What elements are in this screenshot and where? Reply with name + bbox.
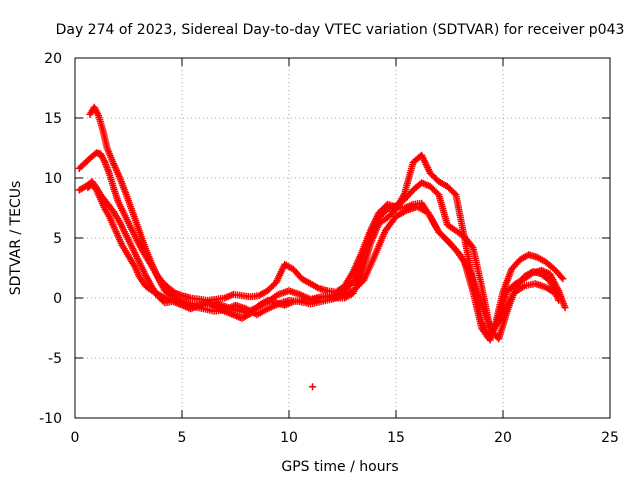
series-track-d bbox=[84, 180, 560, 336]
data-point bbox=[309, 383, 317, 391]
series-outlier bbox=[309, 383, 317, 391]
y-axis-label: SDTVAR / TECUs bbox=[8, 181, 24, 296]
data-points bbox=[75, 103, 569, 391]
y-tick-label: 20 bbox=[44, 51, 62, 67]
x-tick-label: 15 bbox=[387, 430, 405, 446]
data-point bbox=[555, 296, 563, 304]
x-tick-label: 25 bbox=[601, 430, 619, 446]
x-tick-label: 5 bbox=[178, 430, 187, 446]
x-tick-label: 10 bbox=[280, 430, 298, 446]
data-point bbox=[468, 242, 476, 250]
data-point bbox=[553, 290, 560, 298]
grid-lines bbox=[75, 58, 610, 418]
x-axis-ticks: 0 5 10 15 20 25 bbox=[71, 58, 619, 446]
x-tick-label: 0 bbox=[71, 430, 80, 446]
data-point bbox=[561, 304, 569, 312]
y-tick-label: 0 bbox=[53, 291, 62, 307]
y-tick-label: 15 bbox=[44, 111, 62, 127]
x-tick-label: 20 bbox=[494, 430, 512, 446]
y-axis-ticks: -10 -5 0 5 10 15 20 bbox=[39, 51, 610, 427]
series-track-c bbox=[86, 103, 563, 343]
y-tick-label: -10 bbox=[39, 411, 62, 427]
data-point bbox=[559, 275, 567, 283]
x-axis-label: GPS time / hours bbox=[281, 459, 398, 475]
y-tick-label: 5 bbox=[53, 231, 62, 247]
y-tick-label: -5 bbox=[48, 351, 62, 367]
y-tick-label: 10 bbox=[44, 171, 62, 187]
chart-title: Day 274 of 2023, Sidereal Day-to-day VTE… bbox=[56, 22, 625, 38]
series-track-a bbox=[75, 149, 567, 342]
data-point bbox=[358, 278, 366, 286]
